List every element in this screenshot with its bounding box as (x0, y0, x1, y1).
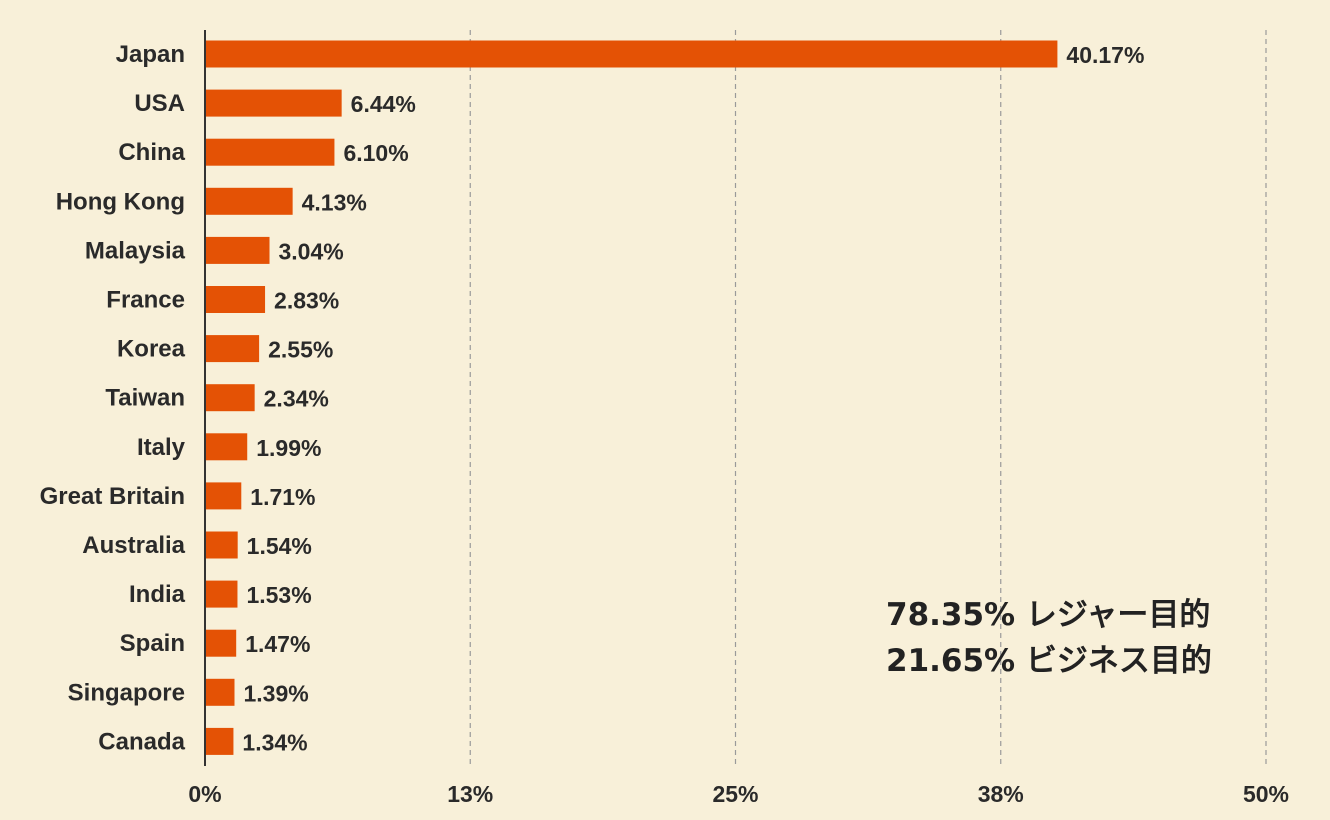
data-label: 1.53% (246, 582, 311, 608)
category-label: China (118, 139, 185, 166)
category-label: Hong Kong (56, 188, 185, 215)
data-label: 1.47% (245, 631, 310, 657)
data-label: 4.13% (302, 189, 367, 215)
category-label: France (106, 287, 185, 314)
bar (205, 187, 293, 215)
data-label: 1.99% (256, 435, 321, 461)
data-label: 6.10% (343, 140, 408, 166)
category-label: Australia (82, 532, 185, 559)
bar (205, 433, 248, 461)
grid-lines (469, 30, 1267, 766)
data-label: 3.04% (279, 238, 344, 264)
bar (205, 40, 1058, 68)
bar (205, 482, 242, 510)
value-labels: 40.17% 6.44% 6.10% 4.13% 3.04% 2.83% 2.55% 2.34… (242, 42, 1144, 755)
bar (205, 138, 335, 166)
data-label: 1.71% (250, 484, 315, 510)
data-label: 6.44% (351, 91, 416, 117)
x-tick-label: 38% (978, 781, 1024, 807)
bars (205, 40, 1058, 755)
category-label: Korea (117, 336, 186, 363)
category-label: Canada (98, 728, 185, 755)
category-label: USA (134, 90, 185, 117)
leisure-share-text: 78.35% レジャー目的 (886, 597, 1211, 633)
category-labels: Japan USA China Hong Kong Malaysia France Kore… (40, 41, 186, 755)
x-tick-label: 25% (712, 781, 758, 807)
x-tick-label: 13% (447, 781, 493, 807)
bar (205, 678, 235, 706)
x-axis-ticks: 0% 13% 25% 38% 50% (188, 781, 1289, 807)
bar (205, 727, 234, 755)
category-label: Japan (116, 41, 185, 68)
data-label: 2.55% (268, 337, 333, 363)
x-tick-label: 0% (188, 781, 221, 807)
category-label: Taiwan (105, 385, 185, 412)
bar (205, 89, 342, 117)
data-label: 1.34% (242, 729, 307, 755)
category-label: Malaysia (85, 237, 186, 264)
bar (205, 531, 238, 559)
purpose-annotation: 78.35% レジャー目的 21.65% ビジネス目的 (886, 592, 1212, 684)
category-label: Great Britain (40, 483, 185, 510)
category-label: Singapore (68, 679, 185, 706)
bar (205, 580, 238, 608)
category-label: Spain (120, 630, 185, 657)
data-label: 1.54% (247, 533, 312, 559)
bar (205, 335, 260, 363)
bar (205, 384, 255, 412)
business-share-text: 21.65% ビジネス目的 (886, 643, 1212, 679)
bar (205, 629, 237, 657)
x-tick-label: 50% (1243, 781, 1289, 807)
bar (205, 286, 266, 313)
category-label: Italy (137, 434, 186, 461)
data-label: 2.34% (264, 386, 329, 412)
data-label: 2.83% (274, 288, 339, 314)
bar (205, 236, 270, 264)
data-label: 1.39% (243, 680, 308, 706)
data-label: 40.17% (1066, 42, 1144, 68)
category-label: India (129, 581, 186, 608)
